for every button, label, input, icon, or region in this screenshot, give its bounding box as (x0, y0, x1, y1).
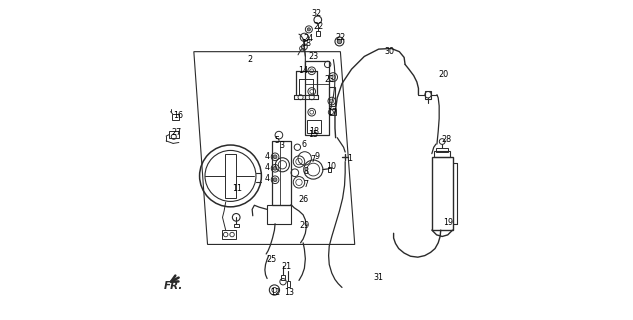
Text: 10: 10 (326, 162, 336, 171)
Text: 32: 32 (312, 9, 322, 18)
Text: 26: 26 (298, 195, 308, 204)
Circle shape (273, 178, 277, 182)
Text: 6: 6 (301, 140, 306, 149)
Text: 22: 22 (313, 22, 324, 31)
Text: 19: 19 (442, 218, 453, 227)
Text: 28: 28 (441, 135, 451, 144)
Text: 2: 2 (247, 55, 252, 64)
Text: 4: 4 (265, 152, 270, 161)
Text: 12: 12 (270, 288, 280, 297)
Text: 11: 11 (232, 184, 242, 193)
Text: 16: 16 (173, 111, 183, 120)
Bar (305, 61, 329, 134)
Text: 22: 22 (335, 34, 345, 43)
Bar (436, 148, 448, 152)
Text: 21: 21 (281, 262, 291, 271)
Bar (287, 281, 291, 287)
Circle shape (337, 39, 342, 44)
Bar (172, 114, 180, 120)
Text: 24: 24 (304, 35, 314, 44)
Bar (425, 91, 431, 99)
Text: 13: 13 (284, 288, 294, 297)
Text: FR.: FR. (163, 281, 183, 291)
Text: 8: 8 (304, 167, 309, 176)
Bar (328, 167, 332, 172)
Text: 3: 3 (279, 141, 284, 150)
Bar (432, 157, 453, 230)
Circle shape (273, 155, 277, 159)
Bar (272, 141, 291, 204)
Text: 9: 9 (315, 152, 320, 161)
Text: 18: 18 (301, 39, 311, 48)
Circle shape (273, 166, 277, 170)
Bar (281, 275, 285, 280)
Text: 18: 18 (309, 127, 319, 136)
Bar (434, 151, 450, 157)
Text: 7: 7 (310, 155, 315, 164)
Text: 14: 14 (298, 66, 308, 75)
Bar (307, 120, 322, 133)
Text: 7: 7 (304, 180, 309, 189)
Text: 15: 15 (308, 130, 318, 139)
Text: 23: 23 (308, 52, 318, 61)
Circle shape (307, 28, 310, 31)
Bar (234, 224, 239, 227)
Text: 27: 27 (172, 128, 182, 137)
Bar (315, 31, 320, 36)
Bar (225, 154, 236, 198)
Text: 4: 4 (265, 174, 270, 183)
Text: 5: 5 (274, 136, 279, 145)
Bar (169, 131, 179, 138)
Bar (329, 87, 335, 106)
Text: 31: 31 (373, 273, 383, 282)
Text: 20: 20 (438, 70, 448, 79)
Text: 1: 1 (348, 154, 353, 163)
Text: 4: 4 (265, 164, 270, 172)
Text: 29: 29 (299, 221, 310, 230)
Bar (222, 230, 236, 239)
Text: 17: 17 (327, 108, 337, 117)
Bar (267, 204, 291, 224)
Text: 23: 23 (324, 75, 334, 84)
Text: 25: 25 (266, 255, 277, 264)
Text: 30: 30 (384, 46, 394, 56)
Bar (329, 109, 336, 115)
